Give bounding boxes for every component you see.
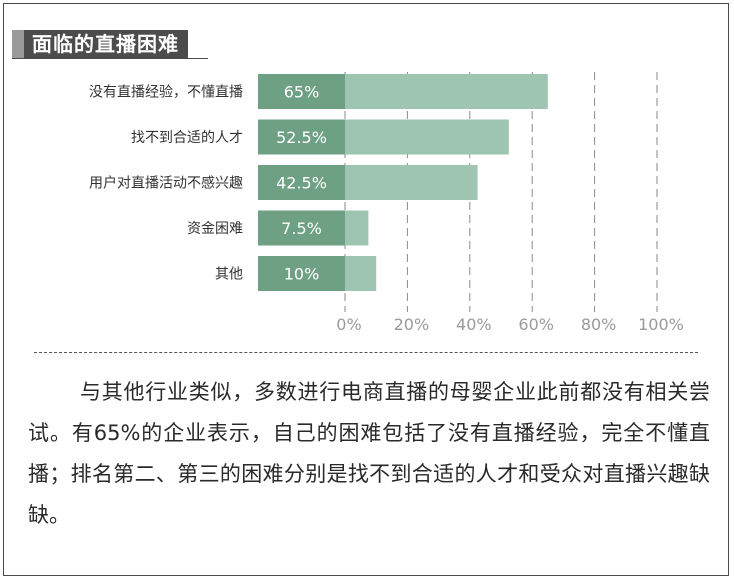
bar-chart: 0% 20% 40% 60% 80% 100% 65% 没有直播经验，不懂直播 52.5% 找不到… [89,72,684,335]
bar-label-block [258,210,345,246]
category-label: 资金困难 [187,221,243,237]
category-label: 没有直播经验，不懂直播 [89,84,243,101]
bar [345,119,509,155]
category-label: 找不到合适的人才 [131,130,243,146]
data-label: 10% [284,265,320,284]
category-label: 其他 [215,267,243,283]
bar-label-block [258,165,345,200]
category-label: 用户对直播活动不感兴趣 [89,175,243,192]
bar [345,256,377,291]
bar [345,210,369,246]
x-tick-label: 100% [638,315,684,334]
bar-label-block [258,256,345,291]
x-tick-label: 0% [336,315,361,334]
body-paragraph: 与其他行业类似，多数进行电商直播的母婴企业此前都没有相关尝试。有65%的企业表示… [28,380,710,527]
dashed-separator [34,352,698,353]
labels: 0% 20% 40% 60% 80% 100% 65% 没有直播经验，不懂直播 52.5% 找不到… [89,83,684,335]
title-accent [12,30,24,58]
bar [345,74,548,109]
data-label: 52.5% [276,128,327,147]
title-underline [12,58,208,59]
bar-label-block [258,119,345,155]
x-tick-label: 20% [394,315,430,334]
x-tick-label: 40% [456,315,492,334]
bar-label-block [258,74,345,109]
data-label: 7.5% [281,219,322,238]
data-label: 65% [284,83,320,102]
bars [258,74,548,291]
data-label: 42.5% [276,174,327,193]
x-tick-label: 60% [518,315,554,334]
bar [345,165,478,200]
x-tick-label: 80% [581,315,617,334]
title-bar: 面临的直播困难 [12,30,188,58]
chart-title: 面临的直播困难 [24,30,188,58]
